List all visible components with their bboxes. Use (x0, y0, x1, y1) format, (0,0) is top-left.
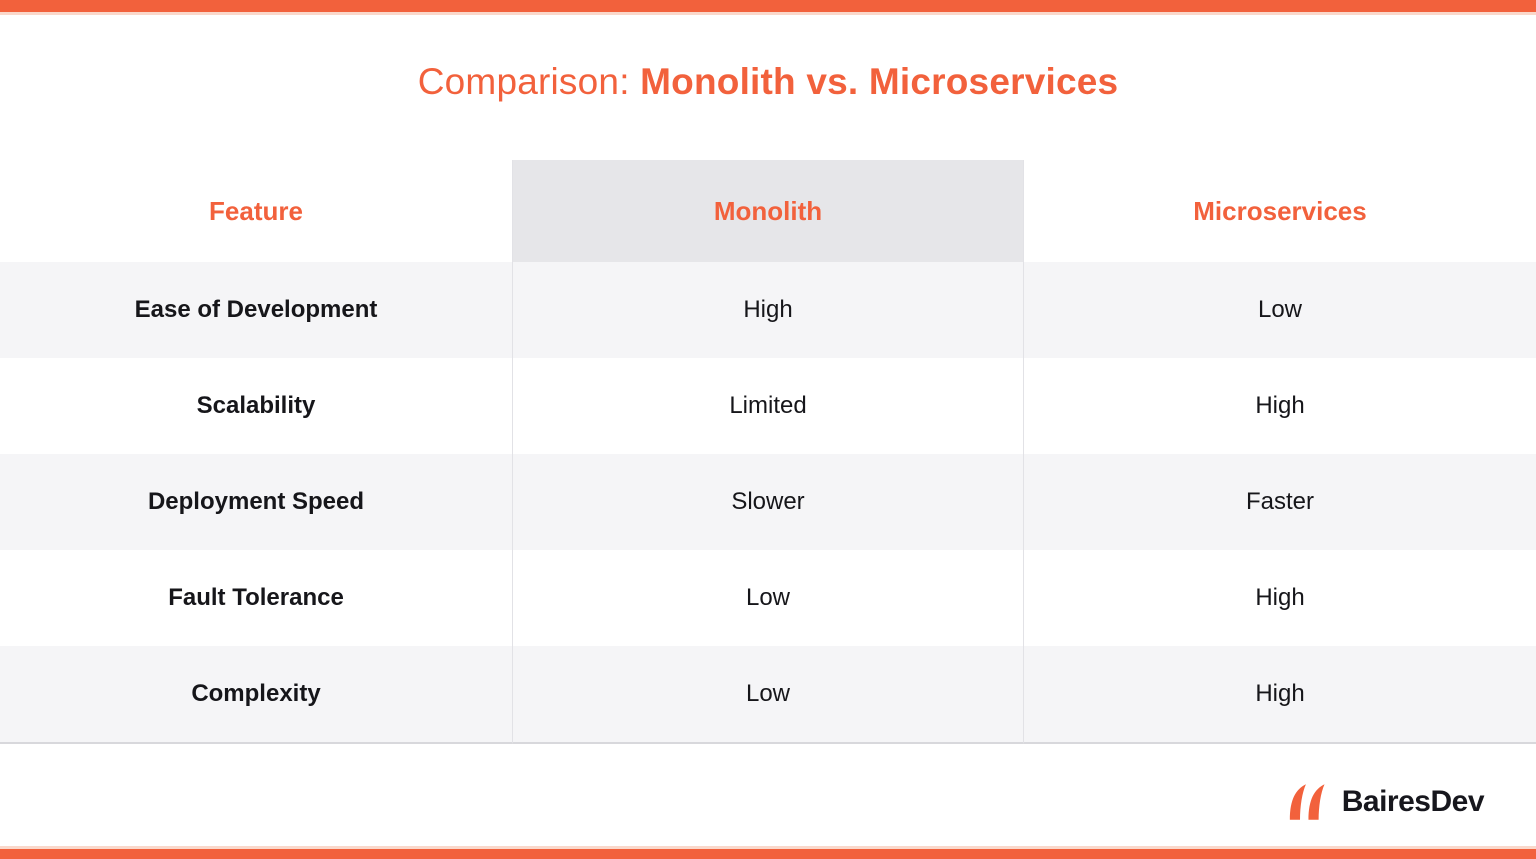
brand-footer: BairesDev (1289, 781, 1485, 823)
table-row: Scalability Limited High (0, 358, 1536, 454)
comparison-table: Feature Monolith Microservices Ease of D… (0, 160, 1536, 744)
bottom-accent-fade (0, 846, 1536, 849)
feature-cell: Scalability (196, 392, 316, 419)
table-body: Ease of Development High Low Scalability Lim… (0, 262, 1536, 744)
column-header-monolith: Monolith (512, 160, 1024, 262)
table-row: Deployment Speed Slower Faster (0, 454, 1536, 550)
feature-cell: Deployment Speed (147, 488, 365, 515)
microservices-cell: Faster (1245, 488, 1314, 515)
top-accent-fade (0, 12, 1536, 15)
feature-cell: Fault Tolerance (168, 584, 344, 611)
microservices-cell: Low (1257, 296, 1303, 323)
microservices-cell: High (1255, 680, 1305, 707)
table-row: Fault Tolerance Low High (0, 550, 1536, 646)
monolith-cell: Low (745, 584, 791, 611)
column-header-feature: Feature (209, 195, 303, 226)
brand-wordmark: BairesDev (1341, 785, 1485, 818)
page-title: Comparison: Monolith vs. Microservices (0, 61, 1536, 103)
monolith-cell: Low (745, 680, 791, 707)
feature-cell: Ease of Development (134, 296, 378, 323)
monolith-cell: High (743, 296, 793, 323)
page-title-emphasis: Monolith vs. Microservices (640, 61, 1119, 102)
monolith-cell: Slower (731, 488, 805, 515)
table-row: Ease of Development High Low (0, 262, 1536, 358)
monolith-cell: Limited (729, 392, 807, 419)
page-title-prefix: Comparison: (417, 61, 641, 102)
table-row: Complexity Low High (0, 646, 1536, 742)
bottom-accent-bar (0, 849, 1536, 859)
top-accent-bar (0, 0, 1536, 12)
microservices-cell: High (1255, 392, 1305, 419)
microservices-cell: High (1255, 584, 1305, 611)
bairesdev-double-petal-icon (1289, 784, 1325, 820)
column-header-microservices: Microservices (1193, 195, 1367, 226)
feature-cell: Complexity (191, 680, 321, 707)
table-header-row: Feature Monolith Microservices (0, 160, 1536, 262)
